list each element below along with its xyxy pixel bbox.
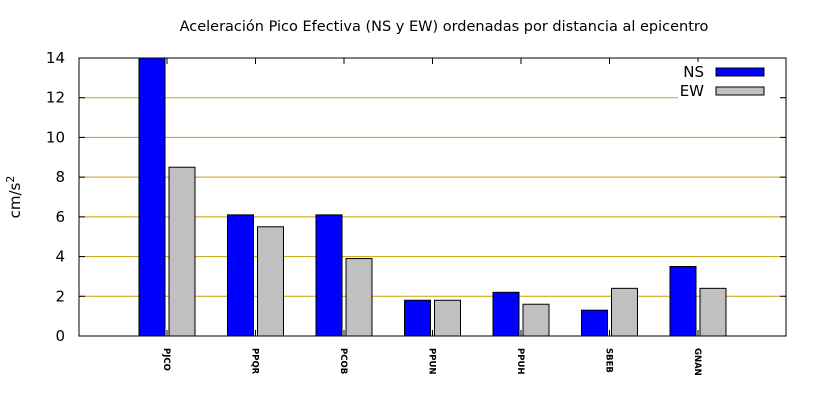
x-tick-label: PPQR [250,348,260,375]
legend-swatch-ew [715,86,765,96]
y-tick-label: 6 [55,208,65,226]
legend-label-ew: EW [680,82,704,100]
bars [138,57,727,337]
y-axis-label: cm/s2 [4,176,24,219]
bar-ew-pjco [168,166,196,337]
legend-swatch-ns [715,67,765,77]
bar-ns-ppqr [227,214,254,337]
x-tick-label: PJCO [161,348,171,371]
bar-ew-ppun [434,299,461,337]
y-tick-label: 0 [55,327,65,345]
x-tick-label: GNAN [692,348,702,376]
x-axis-ticks: PJCO PPQR PCOB PPUN PPUH SBEB GNAN [161,58,702,376]
x-tick-label: PPUH [515,348,525,374]
bar-ew-ppqr [257,226,284,337]
y-tick-label: 10 [46,128,65,146]
bar-ew-gnan [699,287,727,337]
chart-title: Aceleración Pico Efectiva (NS y EW) orde… [180,19,709,35]
bar-ew-ppuh [522,303,550,337]
x-tick-label: PPUN [427,348,437,374]
y-tick-label: 14 [46,49,65,67]
y-axis-label-base: cm/s [6,182,24,218]
bar-ew-pcob [345,258,373,337]
y-axis-ticks: 0 2 4 6 8 10 12 14 [46,49,786,345]
gridlines [79,97,786,297]
x-tick-label: SBEB [604,348,614,373]
y-tick-label: 12 [46,89,65,107]
y-tick-label: 4 [55,248,65,266]
bar-ns-ppuh [492,291,520,337]
bar-ns-gnan [669,266,697,337]
plot-frame [78,57,787,337]
x-tick-label: PCOB [338,348,348,374]
y-axis-label-exponent: 2 [4,176,17,183]
y-tick-label: 2 [55,287,65,305]
legend-label-ns: NS [683,63,704,81]
bar-ew-sbeb [611,287,638,337]
bar-ns-pjco [138,57,166,337]
bar-ns-pcob [315,214,343,337]
bar-ns-sbeb [581,309,608,337]
y-tick-label: 8 [55,168,65,186]
bar-ns-ppun [404,299,431,337]
